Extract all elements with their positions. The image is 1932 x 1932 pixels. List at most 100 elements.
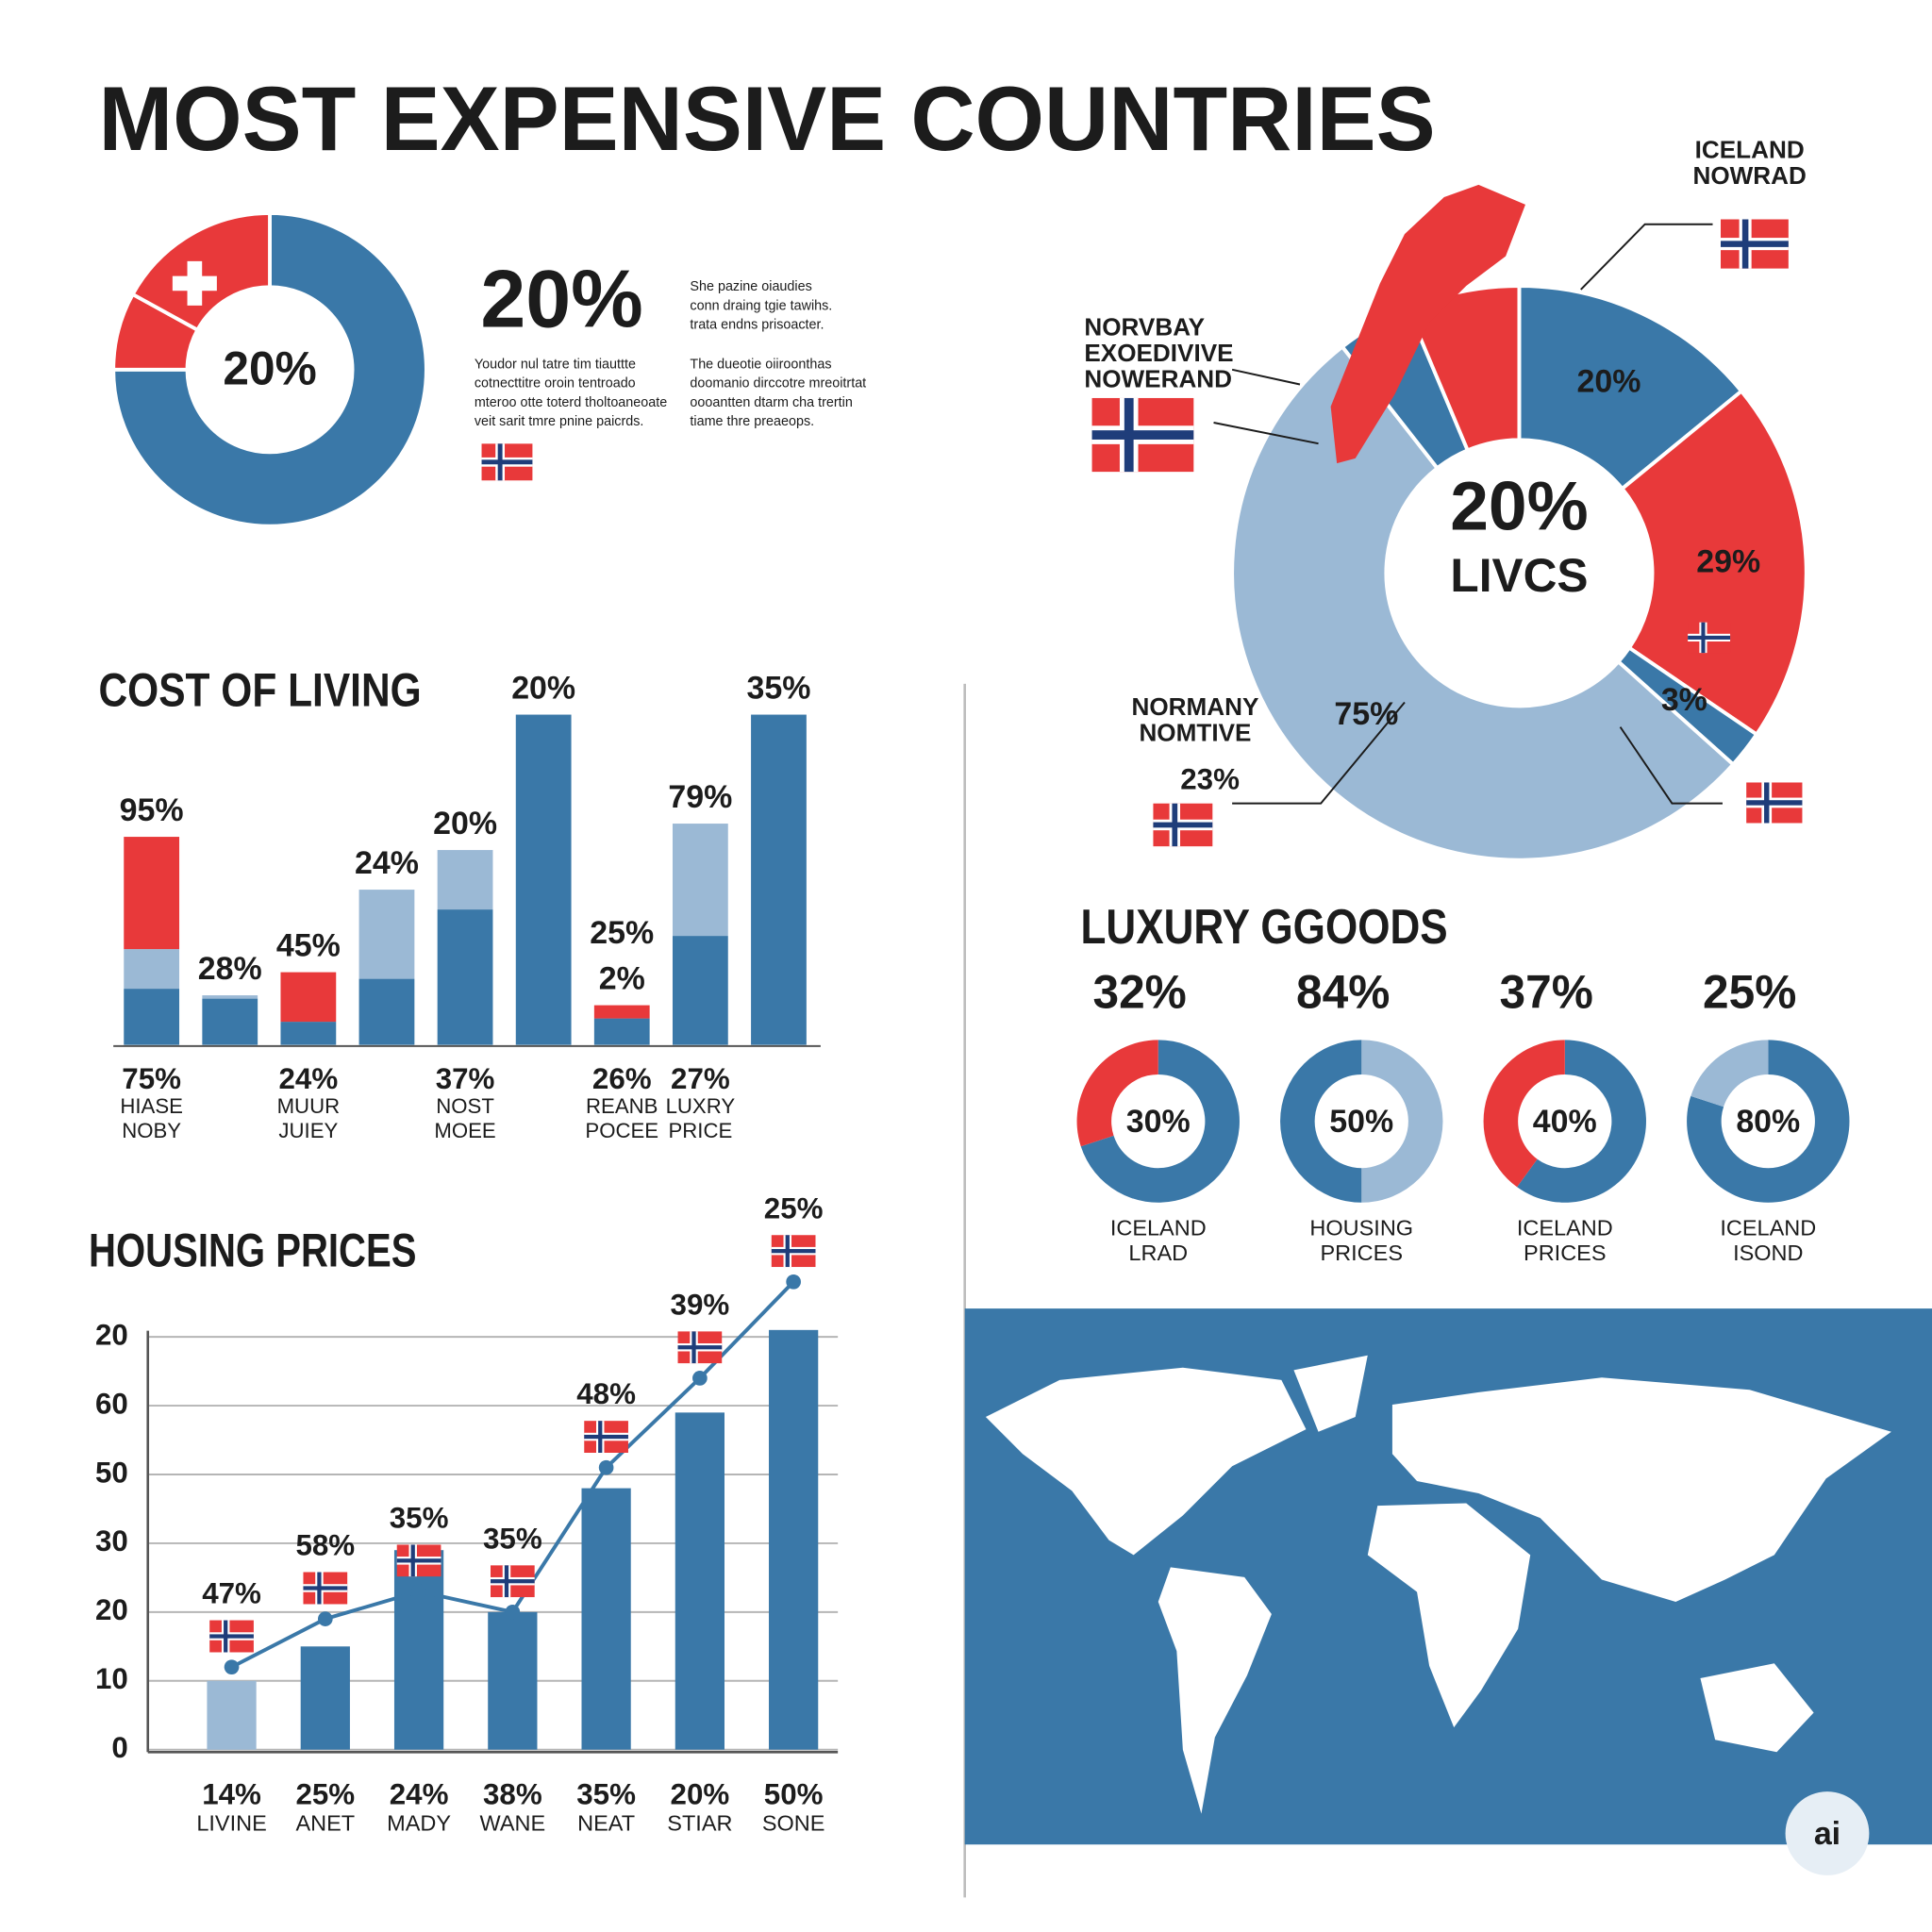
y-tick-label: 10: [95, 1662, 128, 1695]
flag-icon: [303, 1572, 348, 1605]
donut-caption: PRICES: [1524, 1241, 1607, 1265]
intro-text: tiame thre preaeops.: [690, 414, 814, 429]
y-tick-label: 20: [95, 1593, 128, 1626]
intro-highlight: 20%: [480, 255, 642, 345]
bar-segment: [358, 890, 415, 979]
annotation: NORMANY: [1131, 692, 1258, 721]
donut-caption: ICELAND: [1720, 1216, 1816, 1241]
value-label: 20%: [1577, 364, 1641, 400]
bar-segment: [280, 1022, 337, 1045]
category-figure: 20%: [671, 1778, 730, 1811]
bar-segment: [202, 998, 258, 1045]
category-figure: 24%: [390, 1778, 449, 1811]
point-label: 48%: [576, 1377, 636, 1410]
flag-icon: [209, 1620, 254, 1653]
annotation: ICELAND: [1695, 136, 1805, 164]
bar-segment: [124, 989, 180, 1045]
category-label: NOST: [436, 1094, 494, 1118]
flag-icon: [491, 1565, 535, 1598]
bar-label: 35%: [747, 670, 811, 706]
line-point: [505, 1605, 521, 1620]
donut-segment: [111, 210, 428, 528]
bar: [488, 1611, 538, 1750]
intro-text: Youdor nul tatre tim tiauttte: [475, 357, 636, 372]
donut-segment: [1076, 1040, 1158, 1147]
intro-text: trata endns prisoacter.: [690, 318, 824, 333]
intro-text: oooantten dtarm cha trertin: [690, 395, 852, 410]
intro-text: conn draing tgie tawihs.: [690, 298, 832, 313]
donut-segment: [1361, 1040, 1443, 1203]
flag-icon: [677, 1331, 723, 1364]
bar-label: 45%: [276, 927, 341, 963]
category-figure: 26%: [592, 1062, 652, 1095]
flag-icon: [1721, 219, 1789, 269]
flag-icon: [396, 1544, 441, 1577]
donut-caption: LRAD: [1128, 1241, 1188, 1265]
donut-segment: [1619, 388, 1808, 738]
bar-segment: [593, 1005, 650, 1019]
flag-icon: [771, 1235, 816, 1268]
flag-icon: [1091, 397, 1194, 473]
bar-segment: [672, 824, 728, 937]
bar: [675, 1412, 724, 1750]
bar: [581, 1488, 631, 1750]
watermark: ai: [1814, 1816, 1840, 1852]
flag-icon: [584, 1421, 628, 1454]
category-label: JUIEY: [278, 1119, 338, 1142]
bar-segment: [672, 936, 728, 1045]
intro-text: doomanio dirccotre mreoitrtat: [690, 376, 866, 391]
category-figure: 38%: [483, 1778, 542, 1811]
value-label: 3%: [1661, 682, 1707, 718]
bar-segment: [124, 949, 180, 990]
world-map: [964, 1308, 1932, 1875]
value-label: 75%: [1334, 696, 1398, 732]
intro-text: The dueotie oiiroonthas: [690, 357, 831, 372]
bar-segment: [515, 714, 572, 1045]
donut-segment: [1483, 1040, 1565, 1188]
category-figure: 35%: [576, 1778, 636, 1811]
norway-shape: [1330, 184, 1525, 464]
donut-caption: ICELAND: [1110, 1216, 1207, 1241]
x-tick-label: SONE: [762, 1811, 825, 1836]
y-tick-label: 0: [111, 1731, 127, 1764]
donut-center-label: 50%: [1329, 1104, 1393, 1140]
donut-center-label: 40%: [1533, 1104, 1597, 1140]
annotation: NOWRAD: [1693, 161, 1807, 190]
point-label: 25%: [764, 1191, 824, 1224]
bar: [207, 1680, 257, 1750]
bar-segment: [358, 978, 415, 1045]
category-label: LUXRY: [666, 1094, 736, 1118]
x-tick-label: STIAR: [667, 1811, 732, 1836]
bar-segment: [437, 850, 493, 910]
bar-label: 20%: [433, 806, 497, 841]
donut-caption: ICELAND: [1517, 1216, 1613, 1241]
bar-label: 24%: [355, 845, 419, 881]
y-tick-label: 20: [95, 1318, 128, 1351]
donut-caption: ISOND: [1733, 1241, 1803, 1265]
bar: [393, 1550, 444, 1750]
section-title: HOUSING PRICES: [89, 1224, 416, 1277]
x-tick-label: NEAT: [577, 1811, 635, 1836]
value-label: 29%: [1696, 543, 1760, 579]
category-label: HIASE: [120, 1094, 183, 1118]
flag-icon: [481, 443, 533, 481]
section-title: LUXURY GGOODS: [1080, 900, 1447, 955]
bar-label: 28%: [198, 951, 262, 987]
category-label: PRICE: [668, 1119, 732, 1142]
intro-text: veit sarit tmre pnine paicrds.: [475, 414, 644, 429]
category-label: MOEE: [434, 1119, 495, 1142]
line-point: [598, 1459, 614, 1475]
flag-icon: [1688, 622, 1731, 654]
flag-icon: [1153, 803, 1213, 847]
x-tick-label: MADY: [387, 1811, 451, 1836]
y-tick-label: 50: [95, 1456, 128, 1489]
point-label: 35%: [390, 1501, 449, 1534]
category-label: MUUR: [277, 1094, 341, 1118]
donut-top-label: 84%: [1296, 965, 1390, 1018]
category-figure: 37%: [436, 1062, 495, 1095]
donut-segment: [1687, 1040, 1850, 1203]
donut-segment: [1517, 284, 1744, 491]
donut-caption: HOUSING: [1309, 1216, 1413, 1241]
